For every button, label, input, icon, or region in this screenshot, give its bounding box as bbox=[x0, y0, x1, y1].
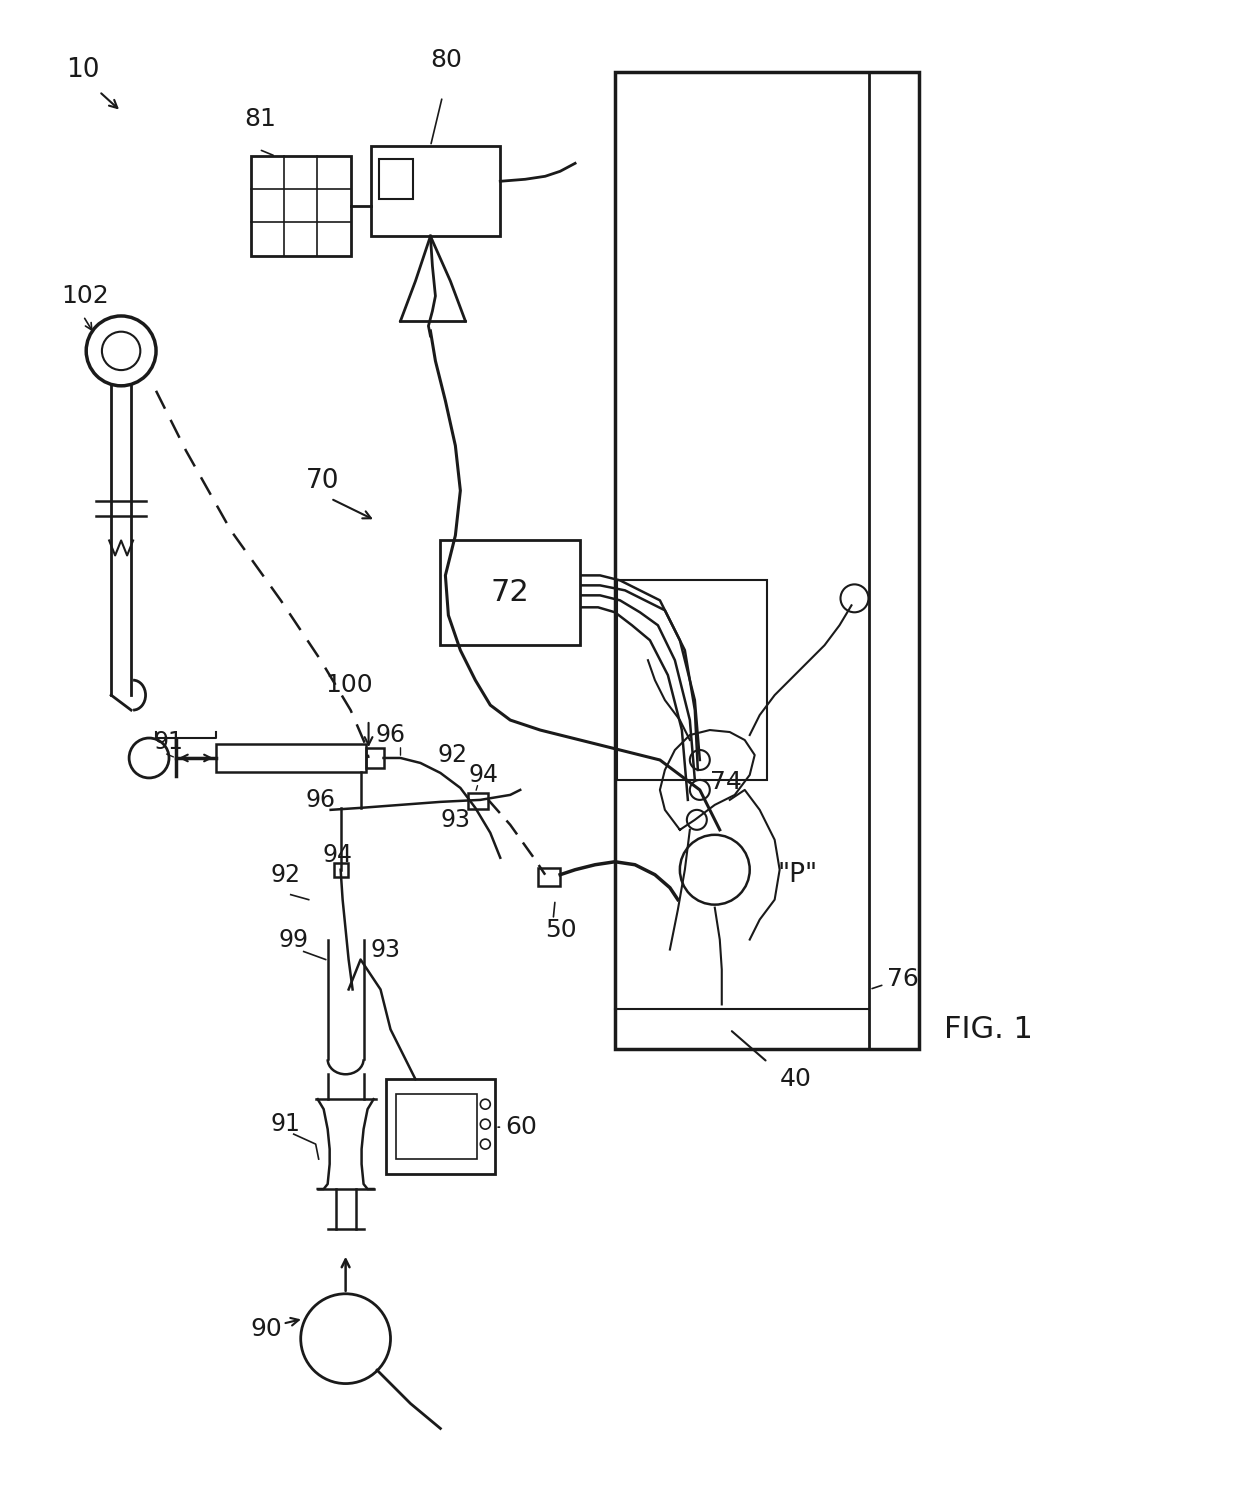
Text: 72: 72 bbox=[491, 579, 529, 607]
Text: 100: 100 bbox=[326, 673, 373, 697]
Text: 93: 93 bbox=[440, 808, 470, 832]
Text: 91: 91 bbox=[270, 1112, 300, 1135]
Bar bbox=[469, 793, 489, 809]
Bar bbox=[440, 540, 580, 645]
Text: 76: 76 bbox=[888, 968, 919, 992]
Text: 92: 92 bbox=[270, 863, 301, 887]
Text: 80: 80 bbox=[430, 48, 463, 72]
Text: 96: 96 bbox=[306, 788, 336, 812]
Text: 50: 50 bbox=[546, 917, 577, 941]
Text: FIG. 1: FIG. 1 bbox=[945, 1014, 1033, 1044]
Text: 99: 99 bbox=[279, 928, 309, 951]
Text: 94: 94 bbox=[322, 842, 352, 866]
Bar bbox=[366, 748, 383, 767]
Bar bbox=[386, 1079, 495, 1174]
Bar bbox=[334, 863, 347, 877]
Text: 96: 96 bbox=[376, 723, 405, 747]
Text: "P": "P" bbox=[777, 862, 817, 887]
Text: 93: 93 bbox=[371, 938, 401, 962]
Bar bbox=[538, 868, 560, 886]
Text: 102: 102 bbox=[61, 284, 109, 308]
Text: 70: 70 bbox=[306, 468, 340, 494]
Text: 60: 60 bbox=[505, 1115, 537, 1138]
Text: 40: 40 bbox=[780, 1067, 811, 1091]
Bar bbox=[250, 156, 351, 256]
Text: 74: 74 bbox=[709, 770, 742, 794]
Bar bbox=[371, 147, 500, 236]
Text: 81: 81 bbox=[244, 108, 275, 132]
Text: 92: 92 bbox=[438, 744, 467, 767]
Bar bbox=[216, 744, 366, 772]
Text: 90: 90 bbox=[250, 1316, 283, 1340]
Text: 94: 94 bbox=[469, 763, 498, 787]
Bar bbox=[396, 1094, 477, 1159]
Text: 91: 91 bbox=[153, 730, 184, 754]
Text: 10: 10 bbox=[66, 57, 99, 82]
Bar bbox=[378, 159, 413, 199]
Bar bbox=[618, 580, 766, 779]
Bar bbox=[615, 72, 919, 1049]
